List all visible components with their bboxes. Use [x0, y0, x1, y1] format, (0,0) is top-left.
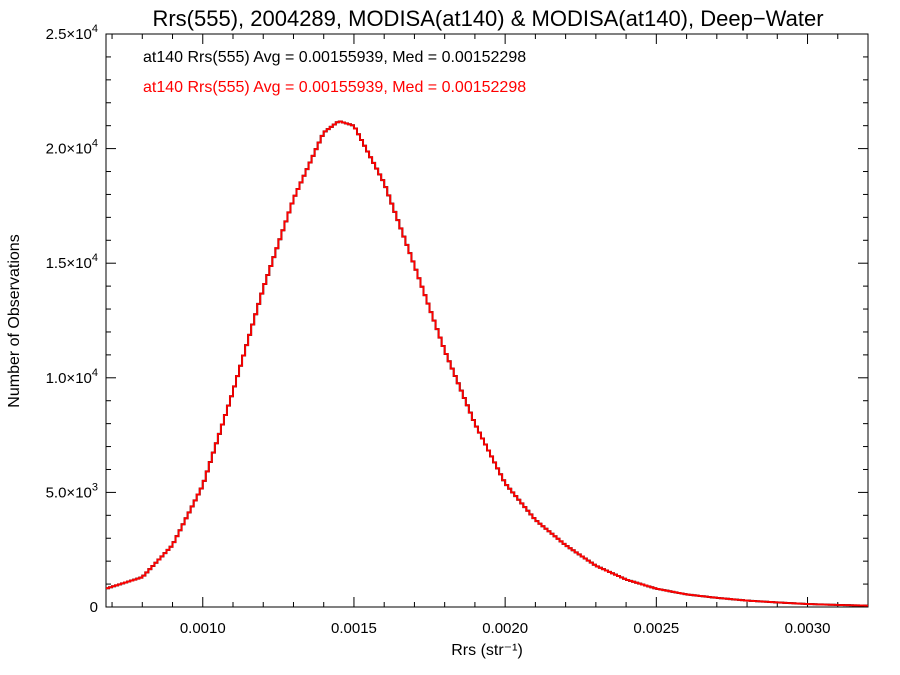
x-axis-label: Rrs (str⁻¹) — [451, 642, 523, 659]
x-tick-label: 0.0025 — [633, 620, 679, 637]
x-tick-label: 0.0020 — [482, 620, 528, 637]
y-tick-label: 2.5×104 — [46, 23, 98, 43]
x-tick-label: 0.0010 — [180, 620, 226, 637]
legend-entry-red: at140 Rrs(555) Avg = 0.00155939, Med = 0… — [143, 79, 526, 96]
y-tick-label: 1.5×104 — [46, 252, 98, 272]
histogram-series-red — [106, 120, 868, 607]
x-tick-label: 0.0030 — [785, 620, 831, 637]
y-tick-label: 2.0×104 — [46, 138, 98, 158]
y-axis-label: Number of Observations — [6, 234, 23, 407]
y-tick-label: 5.0×103 — [46, 481, 98, 501]
histogram-series-black — [106, 120, 868, 607]
x-tick-label: 0.0015 — [331, 620, 377, 637]
y-tick-label: 1.0×104 — [46, 367, 98, 387]
legend-entry-black: at140 Rrs(555) Avg = 0.00155939, Med = 0… — [143, 49, 526, 66]
plot-area: 0.0010 0.0015 0.0020 0.0025 0.0030 0 5.0×103 1.… — [46, 23, 869, 637]
plot-frame — [105, 33, 869, 608]
chart-title: Rrs(555), 2004289, MODISA(at140) & MODIS… — [152, 6, 823, 31]
y-tick-label: 0 — [90, 599, 98, 616]
